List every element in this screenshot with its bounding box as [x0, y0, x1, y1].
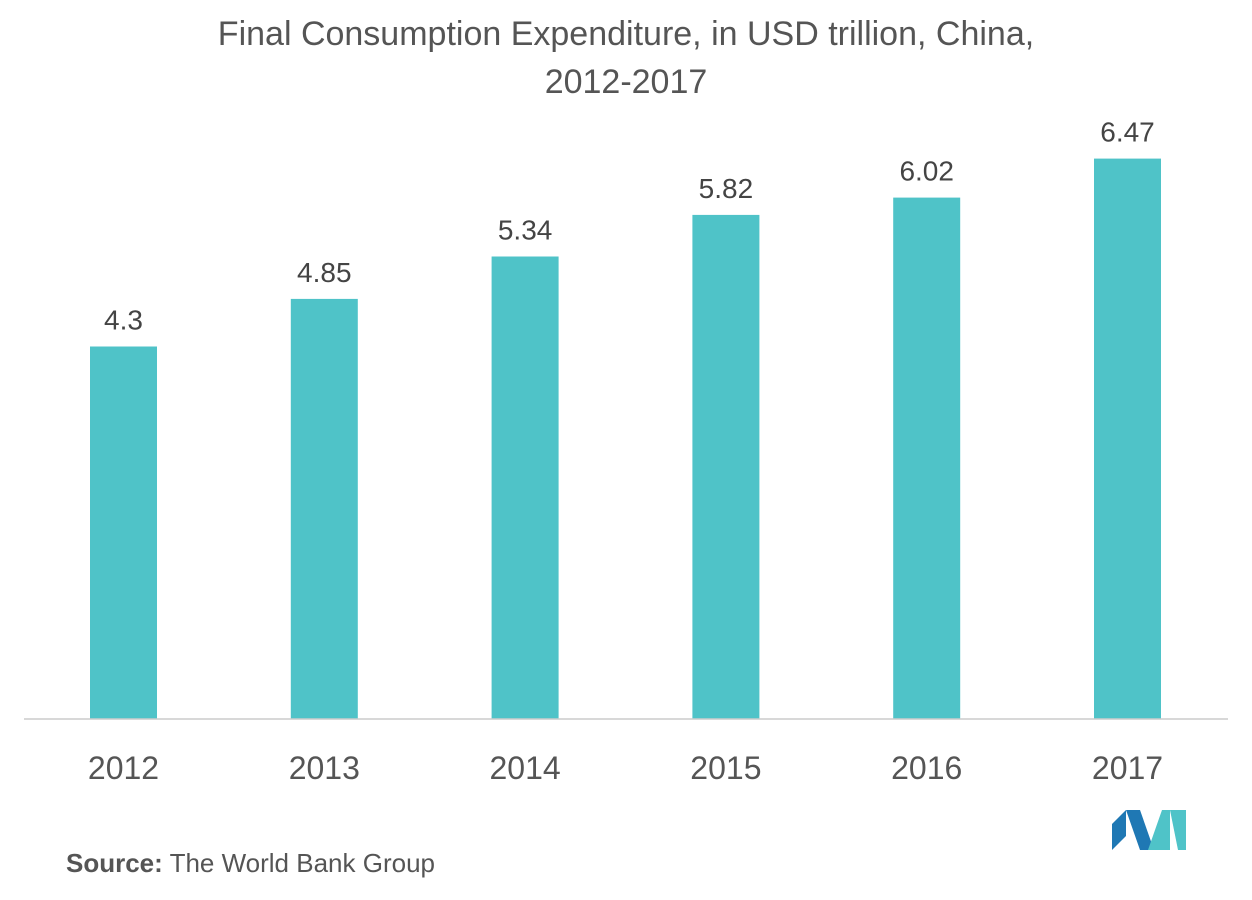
value-labels-group: 4.3 4.85 5.34 5.82 6.02 6.47	[104, 117, 1155, 336]
x-tick-label-2012: 2012	[88, 750, 159, 786]
value-label-2013: 4.85	[297, 257, 352, 288]
value-label-2015: 5.82	[699, 173, 754, 204]
value-label-2014: 5.34	[498, 215, 553, 246]
value-label-2012: 4.3	[104, 305, 143, 336]
bar-2014	[491, 256, 559, 719]
source-text: The World Bank Group	[162, 848, 435, 878]
x-tick-label-2014: 2014	[490, 750, 561, 786]
value-label-2016: 6.02	[899, 156, 954, 187]
bar-2016	[893, 197, 961, 720]
bar-2013	[290, 298, 358, 719]
value-label-2017: 6.47	[1100, 117, 1155, 148]
x-tick-label-2015: 2015	[690, 750, 761, 786]
source-note: Source: The World Bank Group	[66, 846, 435, 880]
bars-group	[90, 158, 1161, 720]
x-tick-label-2013: 2013	[289, 750, 360, 786]
x-tick-label-2016: 2016	[891, 750, 962, 786]
chart-title-line-2: 2012-2017	[544, 63, 708, 101]
bar-2015	[692, 214, 760, 719]
bar-2012	[90, 346, 157, 719]
bar-2017	[1094, 158, 1161, 720]
source-label: Source:	[66, 848, 163, 878]
x-tick-label-2017: 2017	[1092, 750, 1163, 786]
x-tick-labels-group: 2012 2013 2014 2015 2016 2017	[88, 750, 1163, 786]
mordor-intelligence-logo-icon	[1112, 810, 1186, 850]
chart-title-line-1: Final Consumption Expenditure, in USD tr…	[217, 15, 1035, 53]
